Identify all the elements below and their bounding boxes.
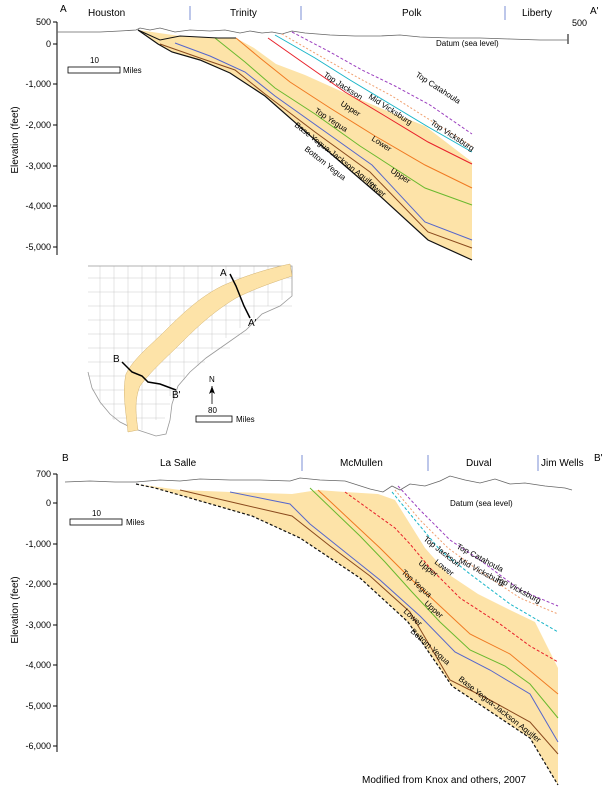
scale-unit: Miles [126, 518, 145, 527]
section-b-start-label: B [62, 453, 69, 464]
section-a-start-label: A [60, 4, 67, 15]
source-credit: Modified from Knox and others, 2007 [362, 775, 526, 786]
north-label: N [209, 375, 215, 384]
section-a: A A' Houston Trinity Polk Liberty 500 0 … [10, 4, 599, 261]
aquifer-fill [138, 30, 472, 260]
top-yegua-line [309, 487, 559, 719]
y-tick-label: 0 [46, 498, 51, 508]
map-scale-unit: Miles [236, 415, 255, 424]
map-label-b: B [113, 354, 120, 365]
right-tick-label: 500 [572, 18, 587, 28]
scale-unit: Miles [123, 66, 142, 75]
aquifer-fill [136, 484, 558, 785]
county-label: Trinity [230, 8, 257, 19]
outcrop-line [137, 29, 236, 41]
map-outline [87, 265, 293, 437]
section-b: B B' La Salle McMullen Duval Jim Wells 7… [10, 453, 603, 786]
mid-vicksburg-line [391, 491, 559, 633]
land-surface [57, 27, 568, 41]
map-label-b-prime: B' [172, 390, 181, 401]
county-label: Houston [88, 8, 125, 19]
map-label-a-prime: A' [248, 318, 257, 329]
section-line-a [229, 273, 251, 319]
datum-label: Datum (sea level) [450, 499, 513, 508]
location-map: A A' B B' N 80 Miles [87, 263, 293, 437]
y-tick-label: -6,000 [25, 741, 51, 751]
y-tick-label: -3,000 [25, 620, 51, 630]
yegua-lower-line [174, 42, 473, 241]
section-b-end-label: B' [594, 453, 603, 464]
top-catahoula-line [291, 31, 473, 135]
map-label-a: A [220, 268, 227, 279]
scale-value: 10 [92, 509, 101, 518]
y-tick-label: 700 [36, 469, 51, 479]
scale-bar: 10 Miles [69, 509, 145, 527]
base-aquifer-line [137, 29, 473, 261]
formation-label: Top Vicksburg [494, 574, 542, 605]
mid-vicksburg-line [274, 34, 473, 153]
top-yegua-line [214, 37, 473, 206]
y-tick-label: -1,000 [25, 79, 51, 89]
county-label: McMullen [340, 458, 383, 469]
map-scale-value: 80 [208, 406, 217, 415]
bottom-yegua-line [179, 489, 559, 755]
y-axis-title: Elevation (feet) [10, 106, 21, 173]
y-tick-label: -5,000 [25, 242, 51, 252]
y-tick-label: 500 [36, 17, 51, 27]
top-vicksburg-line [344, 491, 559, 663]
section-line-b [121, 361, 177, 391]
yegua-upper-line [317, 489, 559, 695]
y-tick-label: -2,000 [25, 120, 51, 130]
scale-value: 10 [90, 56, 99, 65]
top-catahoula-line [397, 485, 559, 607]
county-label: La Salle [160, 458, 197, 469]
county-grid [88, 266, 292, 432]
top-vicksburg-line [267, 37, 473, 165]
y-tick-label: -1,000 [25, 539, 51, 549]
y-tick-label: -5,000 [25, 701, 51, 711]
county-label: Liberty [522, 8, 552, 19]
outcrop-band [124, 263, 293, 433]
y-tick-label: -3,000 [25, 161, 51, 171]
datum-label: Datum (sea level) [436, 39, 499, 48]
y-tick-label: 0 [46, 39, 51, 49]
top-jackson-line [281, 33, 473, 147]
section-a-end-label: A' [590, 6, 599, 17]
y-tick-label: -4,000 [25, 201, 51, 211]
county-label: Polk [402, 8, 422, 19]
scale-bar: 10 Miles [67, 56, 142, 75]
land-surface [64, 475, 573, 493]
county-label: Duval [466, 458, 492, 469]
bottom-yegua-line [159, 43, 473, 249]
y-axis-title: Elevation (feet) [10, 576, 21, 643]
base-aquifer-line [135, 483, 559, 786]
y-tick-label: -2,000 [25, 579, 51, 589]
y-tick-label: -4,000 [25, 660, 51, 670]
county-label: Jim Wells [541, 458, 584, 469]
yegua-lower-line [229, 491, 559, 743]
map-scale-bar: 80 Miles [195, 406, 255, 424]
top-jackson-line [394, 489, 559, 615]
north-arrow: N [209, 375, 215, 404]
yegua-upper-line [235, 37, 473, 189]
